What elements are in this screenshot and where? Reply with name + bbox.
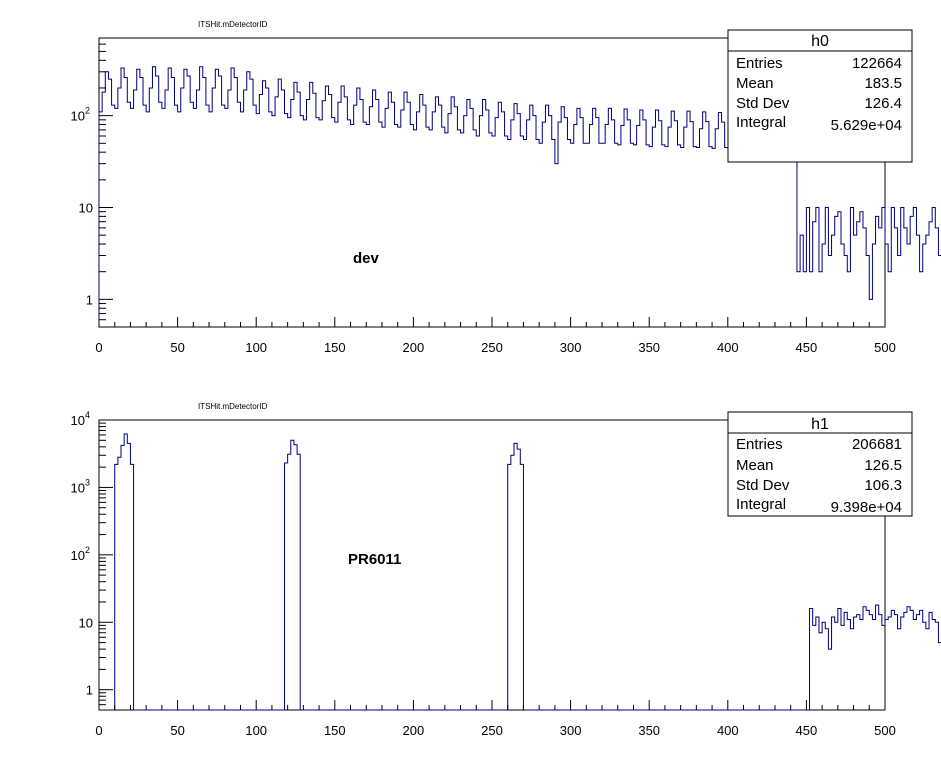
y-tick-label: 10 — [71, 109, 85, 124]
stats-value-mean: 126.5 — [864, 457, 902, 474]
y-tick-label: 10 — [79, 200, 93, 215]
stats-box-h1: h1 Entries 206681 Mean 126.5 Std Dev 106… — [727, 411, 913, 517]
y-tick-label: 1 — [86, 292, 93, 307]
x-tick-label: 200 — [403, 340, 425, 355]
x-axis: 0 50 100 150 200 250 300 350 400 450 500 — [95, 317, 896, 355]
histogram-panel-pr6011: ITSHit.mDetectorID 0 50 100 150 200 250 300 350… — [71, 402, 941, 738]
x-tick-label: 0 — [95, 340, 102, 355]
x-tick-label: 500 — [874, 723, 896, 738]
x-tick-label: 350 — [638, 340, 660, 355]
stats-label-mean: Mean — [736, 457, 774, 474]
stats-box-name: h0 — [811, 33, 829, 50]
stats-label-integral: Integral — [736, 114, 786, 131]
stats-label-entries: Entries — [736, 436, 783, 453]
histogram-panel-dev: ITSHit.mDetectorID 0 50 100 150 200 250 300 350… — [71, 20, 941, 355]
x-tick-label: 100 — [245, 723, 267, 738]
x-tick-label: 250 — [481, 340, 503, 355]
x-tick-label: 300 — [560, 340, 582, 355]
y-tick-label-exponent: 2 — [85, 545, 90, 555]
annotation-label: dev — [353, 250, 380, 267]
x-axis: 0 50 100 150 200 250 300 350 400 450 500 — [95, 700, 896, 738]
x-tick-label: 200 — [403, 723, 425, 738]
y-tick-label: 10 — [71, 548, 85, 563]
stats-value-stddev: 126.4 — [864, 95, 902, 112]
plot-title: ITSHit.mDetectorID — [198, 20, 268, 29]
stats-label-stddev: Std Dev — [736, 477, 790, 494]
x-tick-label: 150 — [324, 723, 346, 738]
x-tick-label: 500 — [874, 340, 896, 355]
stats-value-mean: 183.5 — [864, 75, 902, 92]
x-tick-label: 350 — [638, 723, 660, 738]
x-tick-label: 300 — [560, 723, 582, 738]
stats-box-name: h1 — [811, 416, 829, 433]
y-tick-label: 1 — [86, 683, 93, 698]
stats-label-stddev: Std Dev — [736, 95, 790, 112]
stats-label-entries: Entries — [736, 55, 783, 72]
stats-value-entries: 206681 — [852, 436, 902, 453]
stats-box-h0: h0 Entries 122664 Mean 183.5 Std Dev 126… — [727, 29, 913, 163]
stats-value-stddev: 106.3 — [864, 477, 902, 494]
x-tick-label: 400 — [717, 723, 739, 738]
x-tick-label: 100 — [245, 340, 267, 355]
x-tick-label: 50 — [170, 723, 184, 738]
y-tick-label: 10 — [79, 615, 93, 630]
stats-value-integral: 5.629e+04 — [831, 117, 902, 134]
x-tick-label: 250 — [481, 723, 503, 738]
y-tick-label-exponent: 2 — [85, 106, 90, 116]
x-tick-label: 0 — [95, 723, 102, 738]
histogram-line-h1 — [99, 433, 941, 711]
histogram-line-h0 — [98, 66, 941, 327]
x-tick-label: 150 — [324, 340, 346, 355]
y-tick-label-exponent: 3 — [85, 477, 90, 487]
x-tick-label: 450 — [796, 723, 818, 738]
stats-value-entries: 122664 — [852, 55, 902, 72]
x-tick-label: 50 — [170, 340, 184, 355]
stats-label-integral: Integral — [736, 496, 786, 513]
stats-label-mean: Mean — [736, 75, 774, 92]
y-tick-label-exponent: 4 — [85, 410, 90, 420]
y-tick-label: 10 — [71, 480, 85, 495]
y-tick-label: 10 — [71, 413, 85, 428]
annotation-label: PR6011 — [348, 551, 401, 568]
x-tick-label: 450 — [796, 340, 818, 355]
stats-value-integral: 9.398e+04 — [831, 499, 902, 516]
plot-title: ITSHit.mDetectorID — [198, 402, 268, 411]
x-tick-label: 400 — [717, 340, 739, 355]
